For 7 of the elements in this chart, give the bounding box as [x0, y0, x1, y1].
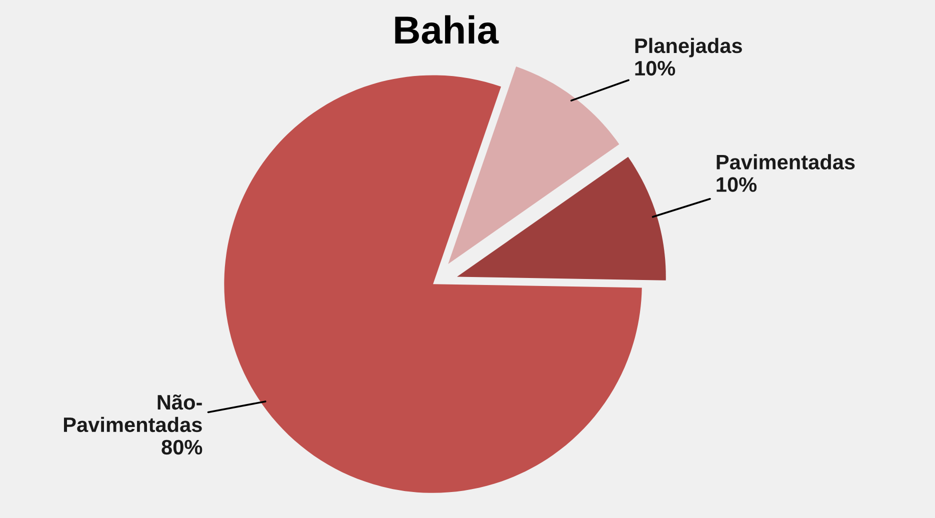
data-label: 10%	[635, 60, 676, 76]
data-label: 80%	[162, 440, 202, 455]
slice-label: Pavimentadas	[716, 154, 855, 170]
chart-title: Bahia	[395, 15, 499, 44]
data-label: 10%	[716, 177, 757, 192]
slice-label: Planejadas	[635, 38, 742, 58]
slice-label: Não- Pavimentadas	[64, 394, 202, 432]
